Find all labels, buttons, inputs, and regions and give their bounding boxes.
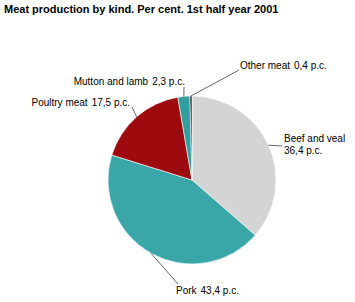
slice-label: Poultry meat — [32, 97, 88, 108]
value-label: 36,4 p.c. — [284, 145, 322, 156]
slices — [108, 96, 276, 264]
value-label: 17,5 p.c. — [92, 97, 130, 108]
leader-line — [191, 70, 239, 96]
chart: Meat production by kind. Per cent. 1st h… — [0, 0, 355, 302]
value-label: 43,4 p.c. — [201, 285, 239, 296]
value-label: 0,4 p.c. — [294, 60, 327, 71]
slice-label: Pork — [176, 285, 198, 296]
leader-line — [183, 87, 184, 96]
value-label: 2,3 p.c. — [152, 76, 185, 87]
leader-line — [268, 145, 282, 147]
slice-label: Mutton and lamb — [74, 76, 149, 87]
leader-line — [132, 107, 137, 117]
slice-label: Beef and veal — [284, 133, 345, 144]
labels: Beef and veal36,4 p.c. Pork43,4 p.c. Poult… — [32, 60, 346, 296]
slice-label: Other meat — [240, 60, 290, 71]
leader-line — [151, 253, 178, 284]
slice — [190, 96, 192, 180]
slice — [178, 96, 192, 180]
title: Meat production by kind. Per cent. 1st h… — [4, 3, 278, 15]
